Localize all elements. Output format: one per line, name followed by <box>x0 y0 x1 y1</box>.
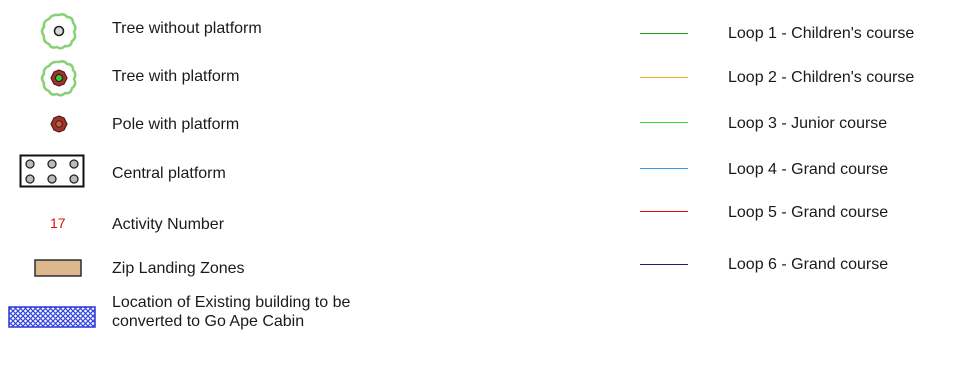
tree-without-platform-icon <box>40 13 77 50</box>
zip-landing-zone-label: Zip Landing Zones <box>112 260 245 277</box>
loop-2-label: Loop 2 - Children's course <box>728 69 915 86</box>
activity-number-label: Activity Number <box>112 216 225 233</box>
loop-6-label: Loop 6 - Grand course <box>728 256 889 273</box>
zip-landing-zone-icon <box>34 259 82 277</box>
pole-with-platform-icon <box>50 115 68 133</box>
tree-with-platform-label: Tree with platform <box>112 68 240 85</box>
loop-4-line <box>640 168 688 169</box>
tree-without-platform-label: Tree without platform <box>112 20 262 37</box>
loop-1-line <box>640 33 688 34</box>
activity-number-sample: 17 <box>50 215 66 231</box>
central-platform-label: Central platform <box>112 165 226 182</box>
central-platform-icon <box>19 154 85 188</box>
loop-6-line <box>640 264 688 265</box>
loop-5-label: Loop 5 - Grand course <box>728 204 889 221</box>
loop-1-label: Loop 1 - Children's course <box>728 25 915 42</box>
loop-2-line <box>640 77 688 78</box>
loop-5-line <box>640 211 688 212</box>
pole-with-platform-label: Pole with platform <box>112 116 240 133</box>
tree-with-platform-icon <box>40 60 77 97</box>
loop-3-label: Loop 3 - Junior course <box>728 115 888 132</box>
loop-4-label: Loop 4 - Grand course <box>728 161 889 178</box>
existing-building-label: Location of Existing building to be conv… <box>112 294 351 330</box>
existing-building-icon <box>8 306 96 328</box>
loop-3-line <box>640 122 688 123</box>
